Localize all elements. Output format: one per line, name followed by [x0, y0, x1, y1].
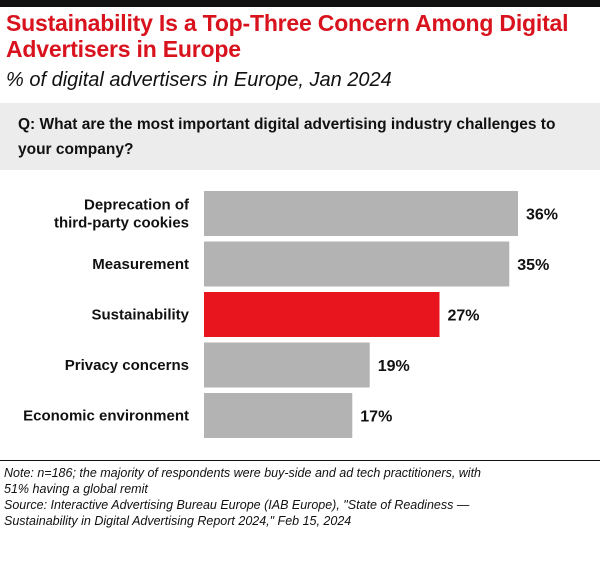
bar-privacy-concerns: [204, 342, 370, 388]
bar-chart: Deprecation of third-party cookies 36% Meas…: [23, 191, 558, 438]
bar-sustainability: [204, 292, 440, 337]
chart-title: Sustainability Is a Top-Three Concern Am…: [6, 10, 569, 62]
category-label: Economic environment: [23, 408, 189, 425]
category-label: Sustainability: [91, 307, 189, 324]
category-label: Deprecation of third-party cookies: [54, 197, 190, 232]
survey-question: Q: What are the most important digital a…: [18, 116, 556, 158]
value-label: 36%: [526, 207, 558, 224]
footnote-line: 51% having a global remit: [4, 482, 148, 496]
footnote-line: Sustainability in Digital Advertising Re…: [4, 514, 352, 528]
value-label: 35%: [517, 257, 549, 274]
value-label: 19%: [378, 358, 410, 375]
value-label: 27%: [448, 308, 480, 325]
bar-measurement: [204, 241, 510, 287]
bar-economic-environment: [204, 393, 353, 438]
chart-subtitle: % of digital advertisers in Europe, Jan …: [6, 69, 392, 91]
footnote-line: Source: Interactive Advertising Bureau E…: [4, 498, 470, 512]
value-label: 17%: [360, 409, 392, 426]
footnote-line: Note: n=186; the majority of respondents…: [4, 466, 482, 480]
footnote: Note: n=186; the majority of respondents…: [4, 465, 596, 529]
top-rule: [0, 0, 600, 7]
category-label: Privacy concerns: [65, 357, 189, 374]
question-box: [0, 103, 600, 170]
bar-deprecation-of-third-party-cookies: [204, 191, 518, 236]
footer-rule: [0, 460, 600, 461]
category-label: Measurement: [92, 256, 189, 273]
